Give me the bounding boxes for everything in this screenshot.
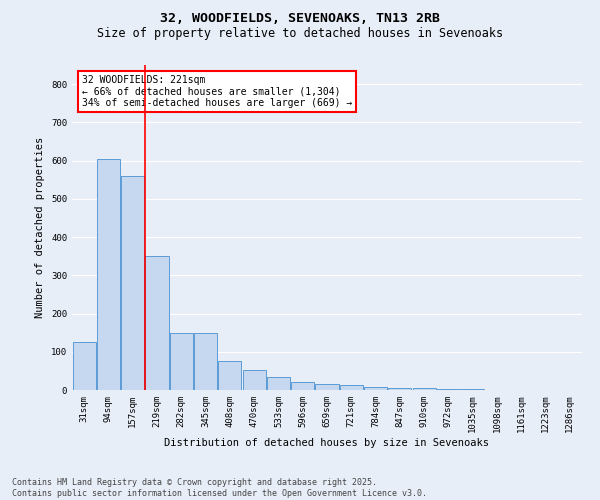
Y-axis label: Number of detached properties: Number of detached properties (35, 137, 46, 318)
Bar (437, 389, 460, 390)
Bar (97, 158, 120, 390)
Bar (145, 256, 169, 390)
Bar (170, 334, 193, 390)
Bar (388, 388, 412, 390)
Text: Size of property relative to detached houses in Sevenoaks: Size of property relative to detached ho… (97, 28, 503, 40)
X-axis label: Distribution of detached houses by size in Sevenoaks: Distribution of detached houses by size … (164, 438, 490, 448)
Bar (242, 370, 266, 390)
Bar (267, 376, 290, 390)
Bar (413, 388, 436, 390)
Bar (121, 176, 144, 390)
Text: 32 WOODFIELDS: 221sqm
← 66% of detached houses are smaller (1,304)
34% of semi-d: 32 WOODFIELDS: 221sqm ← 66% of detached … (82, 74, 352, 108)
Text: Contains HM Land Registry data © Crown copyright and database right 2025.
Contai: Contains HM Land Registry data © Crown c… (12, 478, 427, 498)
Bar (461, 389, 484, 390)
Bar (291, 382, 314, 390)
Bar (316, 384, 338, 390)
Bar (340, 386, 363, 390)
Bar (218, 362, 241, 390)
Bar (194, 334, 217, 390)
Text: 32, WOODFIELDS, SEVENOAKS, TN13 2RB: 32, WOODFIELDS, SEVENOAKS, TN13 2RB (160, 12, 440, 26)
Bar (73, 342, 95, 390)
Bar (364, 387, 387, 390)
